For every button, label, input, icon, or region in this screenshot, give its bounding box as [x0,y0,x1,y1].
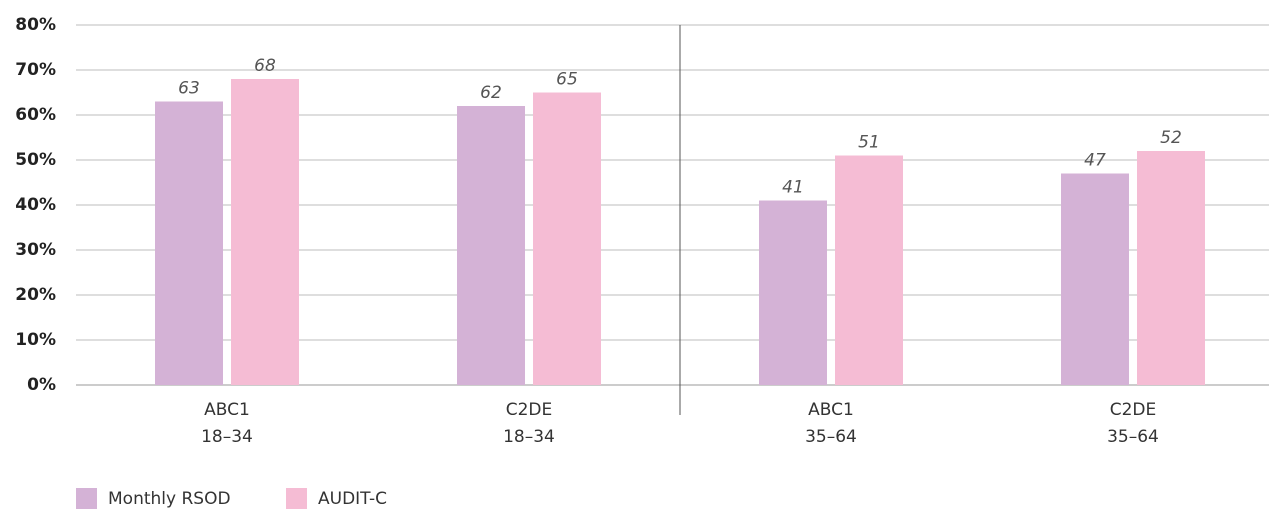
value-label: 51 [858,133,880,153]
y-tick-label: 60% [15,105,56,125]
y-tick-label: 70% [15,60,56,80]
y-tick-label: 20% [15,285,56,305]
x-tick-label: 35–64 [1107,427,1159,447]
value-label: 63 [178,79,200,99]
x-tick-label: 18–34 [503,427,555,447]
x-tick-label: 18–34 [201,427,253,447]
y-tick-label: 80% [15,15,56,35]
value-label: 65 [556,70,578,90]
y-tick-label: 10% [15,330,56,350]
legend-swatch [286,488,307,509]
bar [533,92,601,385]
bar [1137,151,1205,385]
bar [231,79,299,385]
y-tick-label: 0% [27,375,56,395]
x-tick-label: 35–64 [805,427,857,447]
y-tick-label: 30% [15,240,56,260]
legend-label: AUDIT-C [318,489,387,509]
legend-label: Monthly RSOD [108,489,231,509]
bar [835,155,903,385]
x-tick-label: ABC1 [808,400,854,420]
value-label: 68 [254,56,276,76]
x-tick-label: ABC1 [204,400,250,420]
x-tick-label: C2DE [1110,400,1157,420]
bar [1061,173,1129,385]
x-tick-label: C2DE [506,400,553,420]
value-label: 52 [1160,128,1182,148]
bar [155,101,223,385]
value-label: 62 [480,83,502,103]
legend-swatch [76,488,97,509]
y-tick-label: 40% [15,195,56,215]
value-label: 47 [1084,151,1106,171]
bar [759,200,827,385]
bar [457,106,525,385]
value-label: 41 [782,178,804,198]
y-tick-label: 50% [15,150,56,170]
